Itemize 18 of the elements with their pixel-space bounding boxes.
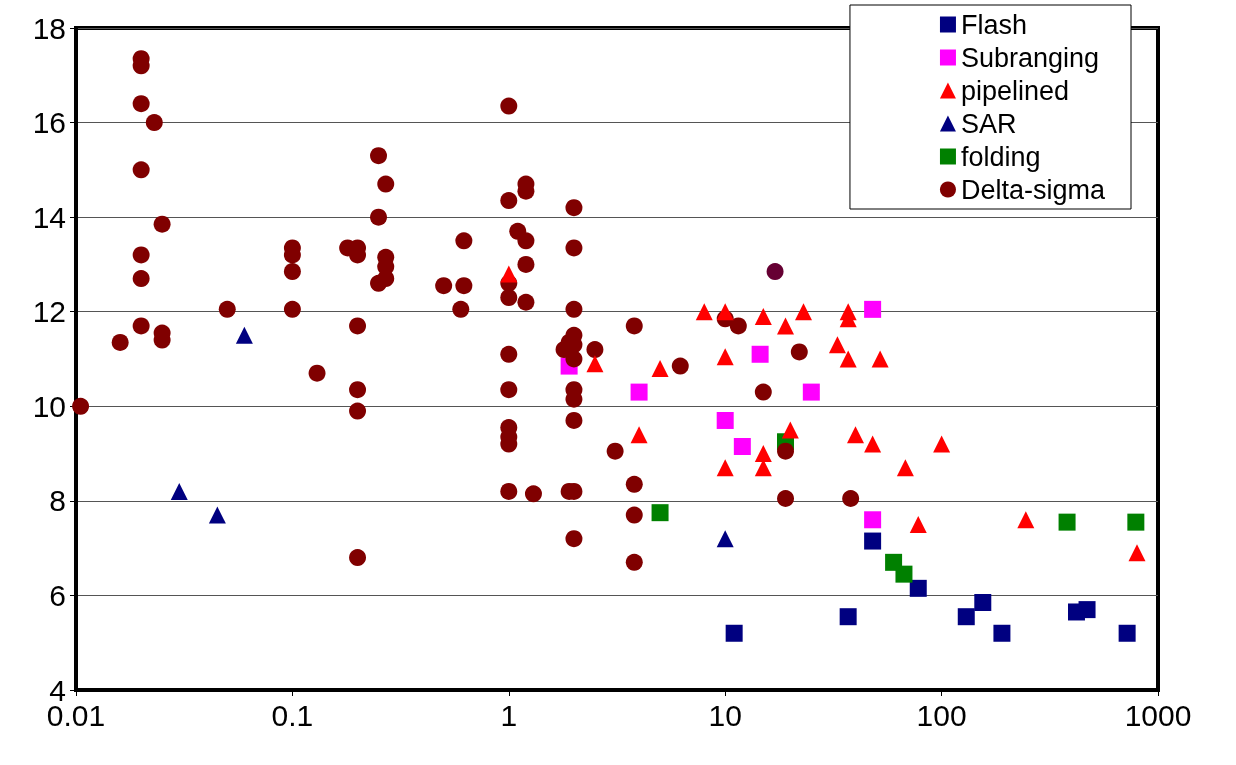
y-tick-label: 18	[32, 11, 66, 45]
x-tick-label: 10	[708, 698, 742, 732]
x-tick-label: 100	[916, 698, 967, 732]
legend-label: folding	[960, 141, 1041, 172]
x-tick-label: 0.1	[271, 698, 314, 732]
y-tick-label: 14	[32, 200, 66, 234]
legend-label: Delta-sigma	[960, 174, 1106, 205]
legend-label: Flash	[960, 9, 1027, 40]
y-tick-label: 6	[49, 578, 66, 612]
y-tick-label: 12	[32, 295, 66, 329]
y-tick-label: 8	[49, 484, 66, 518]
legend-label: Subranging	[960, 42, 1100, 73]
y-tick-label: 10	[32, 389, 66, 423]
y-tick-label: 16	[32, 106, 66, 140]
x-tick-label: 1000	[1124, 698, 1192, 732]
x-tick-label: 1	[500, 698, 518, 732]
legend-label: SAR	[960, 108, 1017, 139]
legend-label: pipelined	[960, 75, 1070, 106]
